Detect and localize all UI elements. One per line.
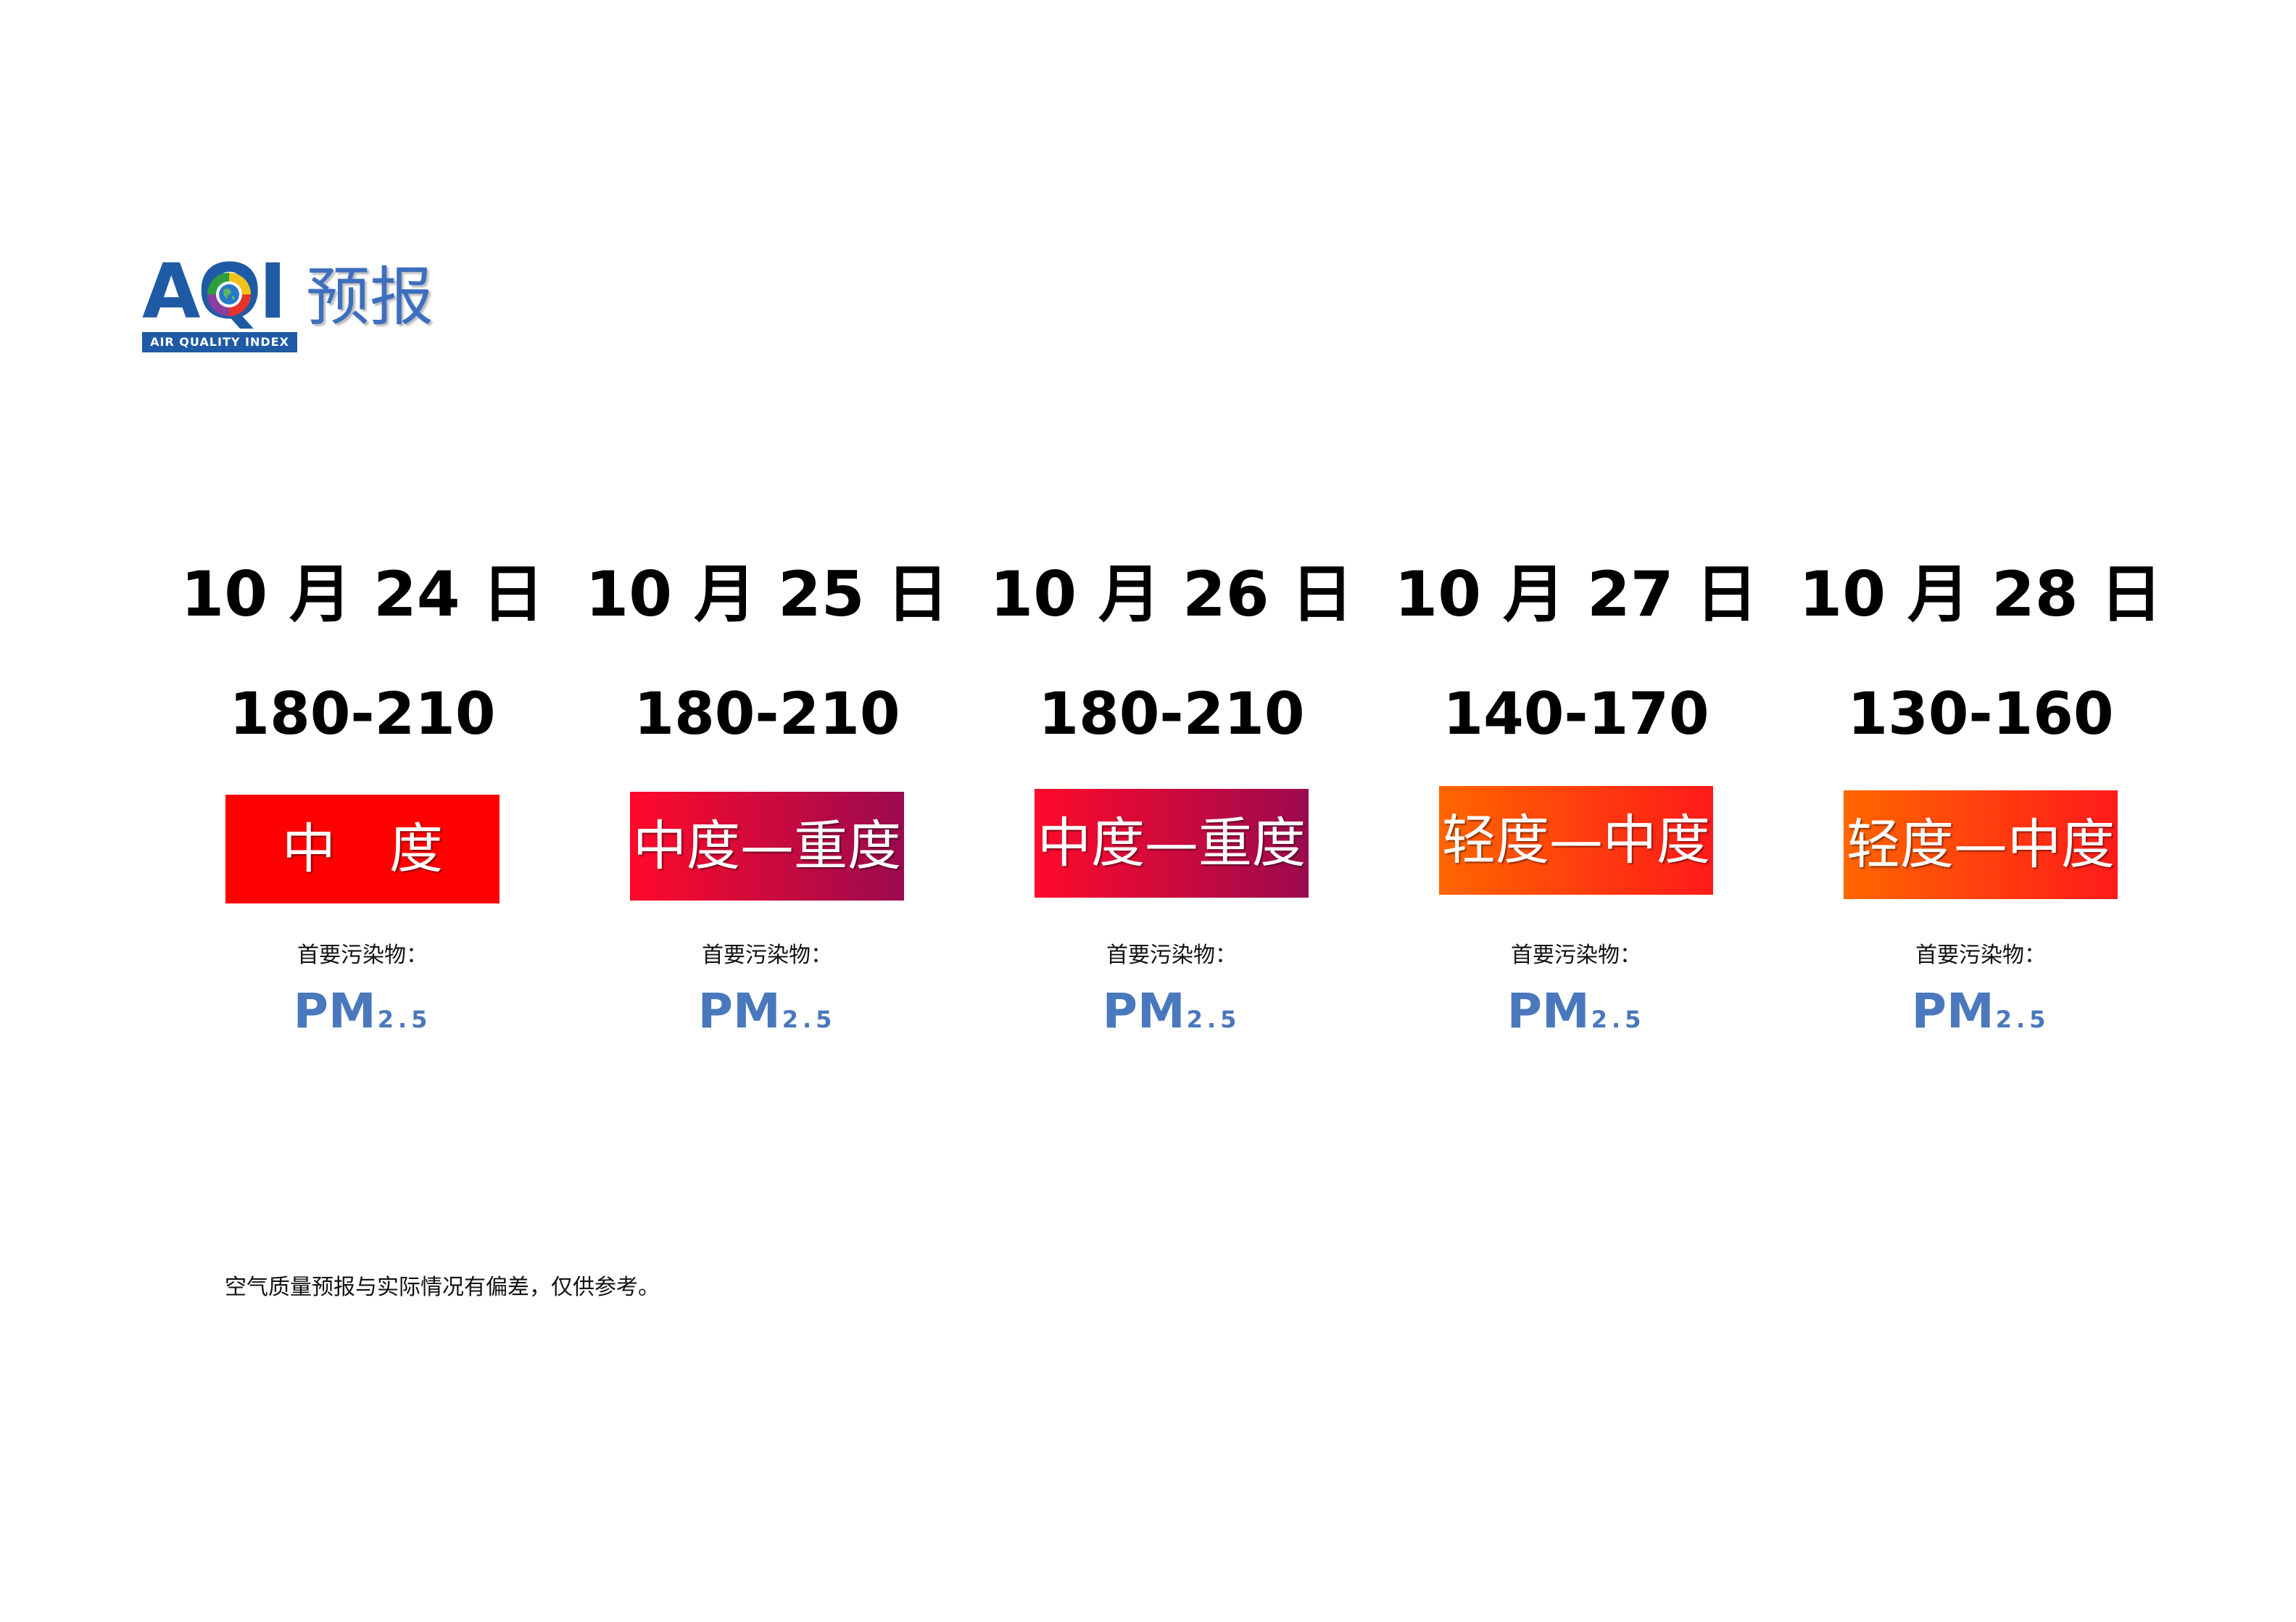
primary-pollutant: PM2.5	[1388, 979, 1765, 1052]
aqi-logo: AQI AIR QUALITY INDEX 预报	[142, 254, 447, 357]
pollution-level-badge: 中 度	[225, 795, 500, 903]
disclaimer-text: 空气质量预报与实际情况有偏差，仅供参考。	[225, 1275, 660, 1300]
aqi-range: 140-170	[1443, 680, 1709, 748]
aqi-range: 130-160	[1847, 680, 2114, 748]
primary-pollutant-label: 首要污染物：	[1915, 943, 2046, 968]
forecast-day: 10 月 26 日 180-210 中度—重度 首要污染物： PM2.5	[983, 551, 1360, 1059]
pollutant-name: PM	[1102, 983, 1185, 1039]
primary-pollutant: PM2.5	[983, 979, 1360, 1052]
pollutant-subscript: 2.5	[1995, 1006, 2050, 1033]
pollution-level-badge: 轻度—中度	[1439, 786, 1713, 895]
primary-pollutant: PM2.5	[174, 979, 551, 1052]
pollutant-subscript: 2.5	[1186, 1006, 1241, 1033]
pollutant-name: PM	[1507, 983, 1590, 1039]
page-title: 预报	[306, 260, 434, 334]
forecast-day: 10 月 28 日 130-160 轻度—中度 首要污染物： PM2.5	[1792, 551, 2169, 1059]
forecast-day: 10 月 25 日 180-210 中度—重度 首要污染物： PM2.5	[579, 551, 956, 1059]
pollutant-name: PM	[1911, 983, 1994, 1039]
pollutant-subscript: 2.5	[377, 1006, 432, 1033]
primary-pollutant: PM2.5	[1792, 979, 2169, 1052]
forecast-day: 10 月 24 日 180-210 中 度 首要污染物： PM2.5	[174, 551, 551, 1059]
forecast-date: 10 月 27 日	[1394, 558, 1758, 631]
pollutant-name: PM	[293, 983, 376, 1039]
pollutant-name: PM	[697, 983, 781, 1039]
pollutant-subscript: 2.5	[782, 1006, 837, 1033]
aqi-range: 180-210	[1038, 680, 1305, 748]
pollution-level-badge: 中度—重度	[1035, 789, 1309, 898]
aqi-logo-mark: AQI AIR QUALITY INDEX	[142, 254, 297, 357]
pollution-level-badge: 轻度—中度	[1844, 790, 2118, 899]
forecast-date: 10 月 26 日	[990, 558, 1354, 631]
pollution-level-badge: 中度—重度	[630, 792, 904, 901]
globe-icon	[207, 273, 251, 316]
primary-pollutant: PM2.5	[579, 979, 956, 1052]
primary-pollutant-label: 首要污染物：	[297, 943, 428, 968]
forecast-row: 10 月 24 日 180-210 中 度 首要污染物： PM2.5 10 月 …	[0, 551, 2296, 1059]
primary-pollutant-label: 首要污染物：	[1511, 943, 1641, 968]
primary-pollutant-label: 首要污染物：	[702, 943, 832, 968]
pollutant-subscript: 2.5	[1591, 1006, 1646, 1033]
logo-subtitle: AIR QUALITY INDEX	[142, 332, 297, 352]
forecast-date: 10 月 25 日	[585, 558, 949, 631]
forecast-date: 10 月 24 日	[181, 558, 544, 631]
forecast-date: 10 月 28 日	[1799, 558, 2163, 631]
primary-pollutant-label: 首要污染物：	[1106, 943, 1237, 968]
aqi-range: 180-210	[229, 680, 496, 748]
aqi-range: 180-210	[634, 680, 900, 748]
forecast-day: 10 月 27 日 140-170 轻度—中度 首要污染物： PM2.5	[1388, 551, 1765, 1059]
